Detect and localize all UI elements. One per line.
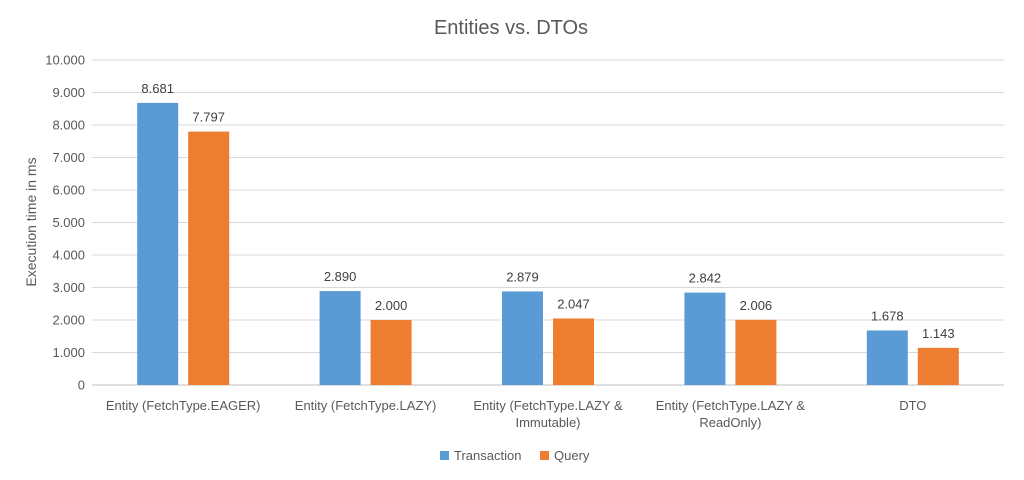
y-tick-label: 0	[78, 378, 85, 393]
y-tick-label: 4.000	[52, 248, 85, 263]
bar-query	[735, 319, 777, 385]
data-label: 8.681	[141, 81, 174, 96]
category-line: Entity (FetchType.EAGER)	[106, 398, 261, 413]
category-line: Entity (FetchType.LAZY &	[656, 398, 806, 413]
y-tick-label: 9.000	[52, 85, 85, 100]
legend: Transaction Query	[440, 448, 590, 463]
y-tick-label: 3.000	[52, 280, 85, 295]
y-tick-label: 2.000	[52, 313, 85, 328]
bar-transaction	[684, 292, 726, 385]
y-axis-ticks: 0 1.000 2.000 3.000 4.000 5.000 6.000 7.000 8.00…	[45, 53, 85, 393]
category-line: Entity (FetchType.LAZY &	[473, 398, 623, 413]
y-tick-label: 5.000	[52, 215, 85, 230]
category-line: Immutable)	[515, 415, 580, 430]
legend-swatch-query	[540, 451, 549, 460]
y-tick-label: 8.000	[52, 118, 85, 133]
gridlines	[92, 59, 1004, 386]
data-label: 1.678	[871, 308, 904, 323]
bar-transaction	[137, 102, 179, 386]
bar-transaction	[319, 291, 361, 385]
x-category-label: Entity (FetchType.LAZY)	[295, 398, 437, 413]
x-category-label: Entity (FetchType.LAZY & Immutable)	[473, 398, 623, 430]
x-category-label: Entity (FetchType.LAZY & ReadOnly)	[656, 398, 806, 430]
bar-transaction	[866, 330, 908, 385]
legend-label-query: Query	[554, 448, 590, 463]
bar-query	[553, 318, 594, 385]
legend-swatch-transaction	[440, 451, 449, 460]
bar-query	[917, 347, 959, 385]
category-line: DTO	[899, 398, 926, 413]
data-label: 1.143	[922, 326, 955, 341]
y-tick-label: 6.000	[52, 183, 85, 198]
data-label: 2.842	[689, 271, 722, 286]
data-label: 2.000	[375, 298, 408, 313]
y-tick-label: 1.000	[52, 345, 85, 360]
bar-query	[188, 131, 230, 385]
data-label: 2.879	[506, 269, 539, 284]
data-label: 2.006	[740, 298, 773, 313]
bars	[137, 102, 959, 386]
bar-query	[370, 320, 412, 385]
x-category-label: DTO	[899, 398, 926, 413]
data-labels: 8.681 7.797 2.890 2.000 2.879 2.047 2.842 2.006…	[141, 81, 954, 341]
y-tick-label: 10.000	[45, 53, 85, 68]
data-label: 2.890	[324, 269, 357, 284]
y-axis-title: Execution time in ms	[23, 157, 39, 286]
data-label: 7.797	[192, 110, 225, 125]
category-line: Entity (FetchType.LAZY)	[295, 398, 437, 413]
chart-title: Entities vs. DTOs	[434, 17, 588, 39]
x-axis-categories: Entity (FetchType.EAGER) Entity (FetchTyp…	[106, 398, 927, 430]
bar-transaction	[502, 291, 543, 385]
y-tick-label: 7.000	[52, 150, 85, 165]
x-category-label: Entity (FetchType.EAGER)	[106, 398, 261, 413]
data-label: 2.047	[557, 296, 590, 311]
legend-label-transaction: Transaction	[454, 448, 521, 463]
category-line: ReadOnly)	[699, 415, 761, 430]
